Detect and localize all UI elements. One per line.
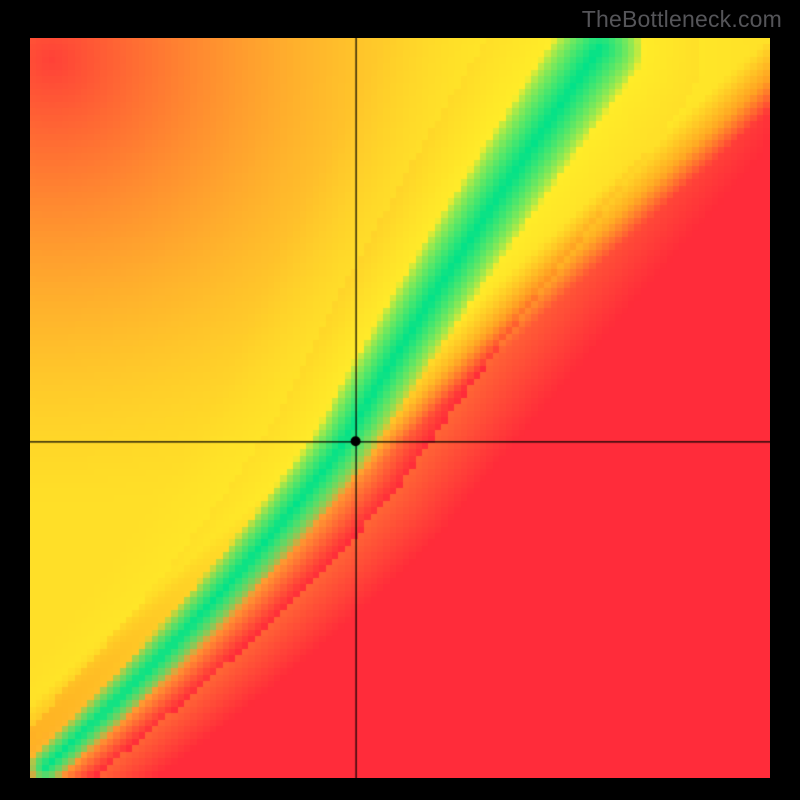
bottleneck-heatmap bbox=[30, 38, 770, 778]
chart-stage: TheBottleneck.com bbox=[0, 0, 800, 800]
watermark-label: TheBottleneck.com bbox=[582, 6, 782, 33]
